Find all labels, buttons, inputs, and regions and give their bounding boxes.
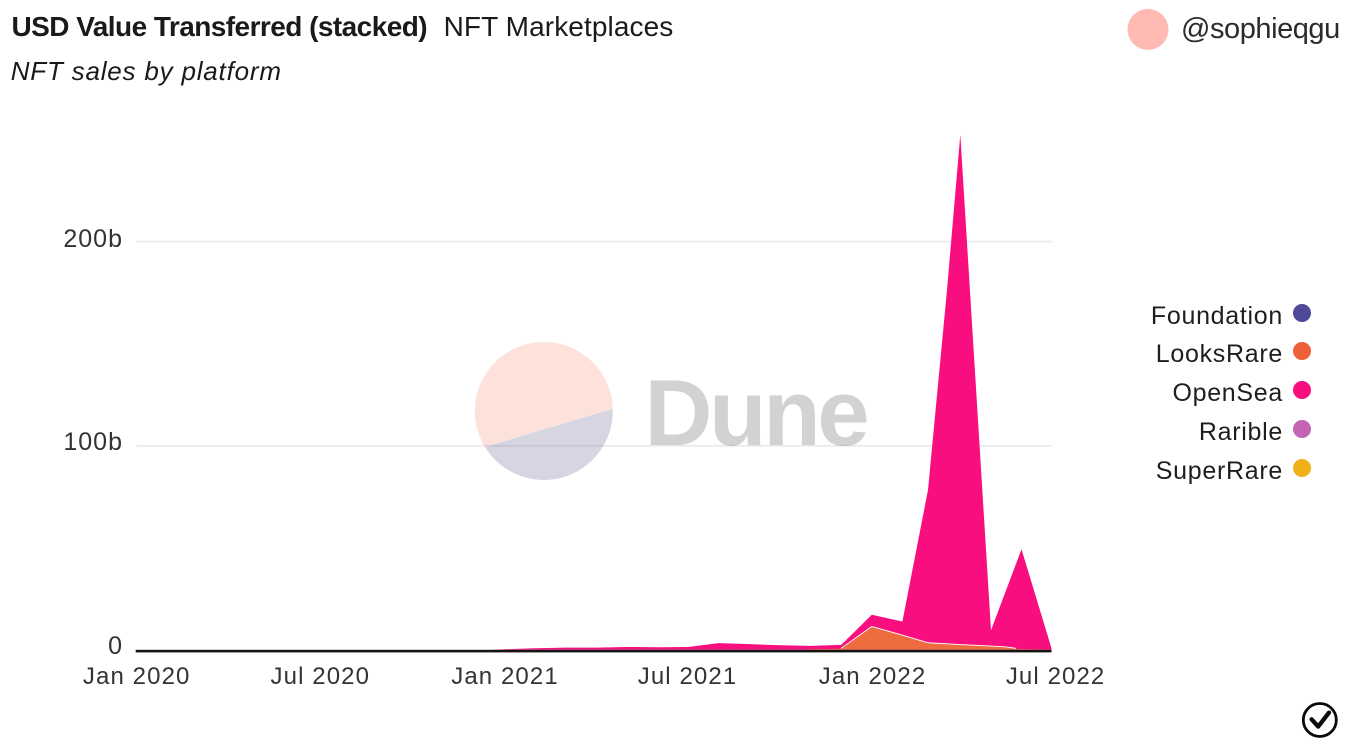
svg-text:Dune: Dune: [645, 360, 868, 465]
